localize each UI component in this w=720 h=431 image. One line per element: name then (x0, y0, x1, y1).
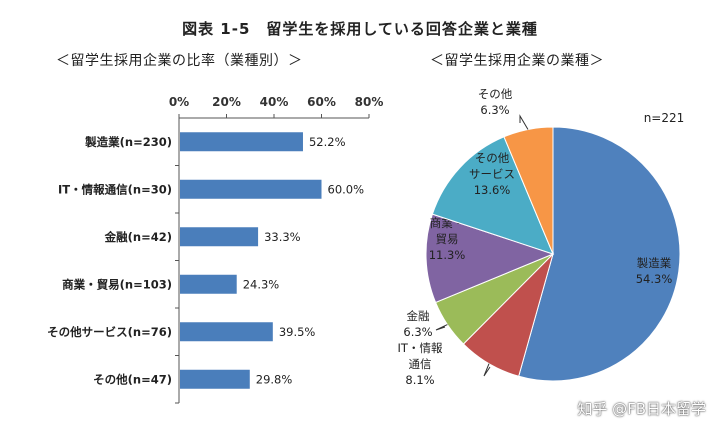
bar-value-label: 52.2% (309, 135, 346, 149)
bar (180, 322, 273, 342)
category-label: その他サービス(n=76) (47, 325, 172, 339)
slice-category-label: その他 (478, 87, 513, 101)
bar-value-label: 60.0% (328, 182, 365, 196)
slice-category-label: 通信 (409, 357, 432, 371)
slice-category-label: 製造業 (637, 256, 672, 270)
x-tick-label: 40% (260, 95, 289, 109)
pie-slice (518, 126, 681, 382)
category-label: 製造業(n=230) (84, 135, 172, 149)
slice-category-label: 貿易 (436, 232, 459, 246)
bar-value-label: 33.3% (264, 230, 301, 244)
bar-chart-title: ＜留学生採用企業の比率（業種別）＞ (56, 53, 303, 69)
bar-value-label: 29.8% (256, 372, 293, 386)
slice-value-label: 6.3% (403, 325, 432, 339)
slice-value-label: 11.3% (429, 248, 466, 262)
leader-line (519, 114, 529, 130)
category-label: 商業・貿易(n=103) (62, 277, 172, 291)
slice-value-label: 13.6% (474, 183, 511, 197)
category-label: その他(n=47) (93, 372, 172, 386)
slice-value-label: 6.3% (480, 103, 509, 117)
slice-category-label: 金融 (407, 309, 430, 323)
bar (180, 132, 303, 152)
slice-category-label: サービス (469, 167, 515, 181)
pie-chart: 製造業54.3%IT・情報通信8.1%金融6.3%商業・貿易11.3%その他サー… (398, 87, 685, 387)
bar-chart: 0% 20% 40% 60% 80% 製造業(n=230) 52.2% IT・情報通信(n=3… (47, 95, 384, 404)
slice-value-label: 8.1% (405, 373, 434, 387)
x-tick-label: 0% (169, 95, 189, 109)
bar (180, 179, 322, 199)
bar (180, 274, 237, 294)
pie-slice (425, 213, 555, 304)
bar-value-label: 39.5% (279, 325, 316, 339)
watermark: 知乎 @FB日本留学 (577, 400, 706, 418)
category-label: IT・情報通信(n=30) (58, 182, 172, 196)
leader-line (483, 363, 491, 377)
slice-category-label: その他 (475, 151, 510, 165)
slice-value-label: 54.3% (636, 272, 673, 286)
category-label: 金融(n=42) (104, 230, 172, 244)
pie-slice (431, 136, 554, 255)
bar (180, 227, 259, 247)
pie-chart-title: ＜留学生採用企業の業種＞ (430, 53, 604, 69)
x-tick-label: 20% (212, 95, 241, 109)
leader-line (435, 324, 448, 331)
bar (180, 369, 250, 389)
x-tick-label: 60% (307, 95, 336, 109)
sample-size-annotation: n=221 (644, 111, 685, 125)
bar-value-label: 24.3% (243, 277, 280, 291)
x-tick-label: 80% (355, 95, 384, 109)
page-title: 図表 1-5 留学生を採用している回答企業と業種 (182, 20, 538, 38)
slice-category-label: IT・情報 (398, 341, 443, 355)
